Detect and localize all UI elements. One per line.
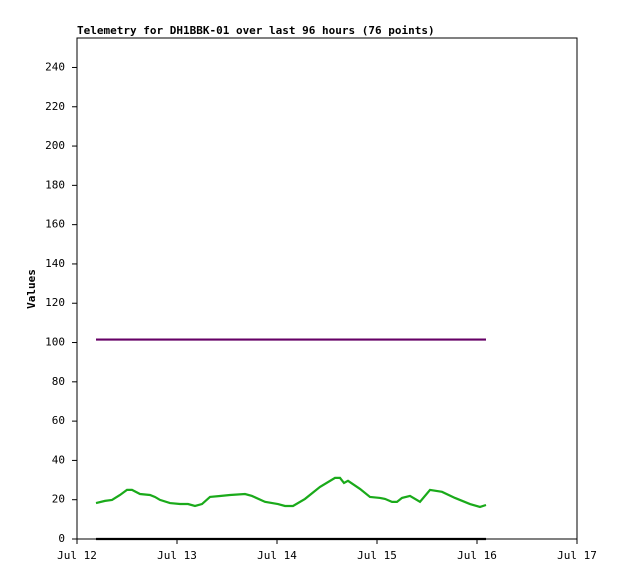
- y-tick-label: 0: [58, 532, 65, 545]
- x-tick-label: Jul 12: [57, 549, 97, 562]
- y-tick-label: 20: [52, 493, 65, 506]
- y-tick-label: 220: [45, 100, 65, 113]
- y-tick-label: 200: [45, 139, 65, 152]
- series-line: [95, 476, 487, 509]
- y-tick-label: 40: [52, 453, 65, 466]
- x-tick-label: Jul 14: [257, 549, 297, 562]
- y-tick-label: 60: [52, 414, 65, 427]
- y-tick-label: 140: [45, 257, 65, 270]
- x-tick-label: Jul 13: [157, 549, 197, 562]
- x-tick-label: Jul 17: [557, 549, 597, 562]
- y-axis-label: Values: [25, 269, 38, 309]
- y-tick-label: 80: [52, 375, 65, 388]
- y-tick-label: 180: [45, 178, 65, 191]
- y-tick-label: 100: [45, 336, 65, 349]
- x-tick-label: Jul 16: [457, 549, 497, 562]
- plot-frame: [76, 37, 578, 540]
- chart-title: Telemetry for DH1BBK-01 over last 96 hou…: [77, 24, 435, 37]
- x-tick-label: Jul 15: [357, 549, 397, 562]
- y-tick-label: 160: [45, 218, 65, 231]
- y-tick-label: 240: [45, 60, 65, 73]
- y-tick-label: 120: [45, 296, 65, 309]
